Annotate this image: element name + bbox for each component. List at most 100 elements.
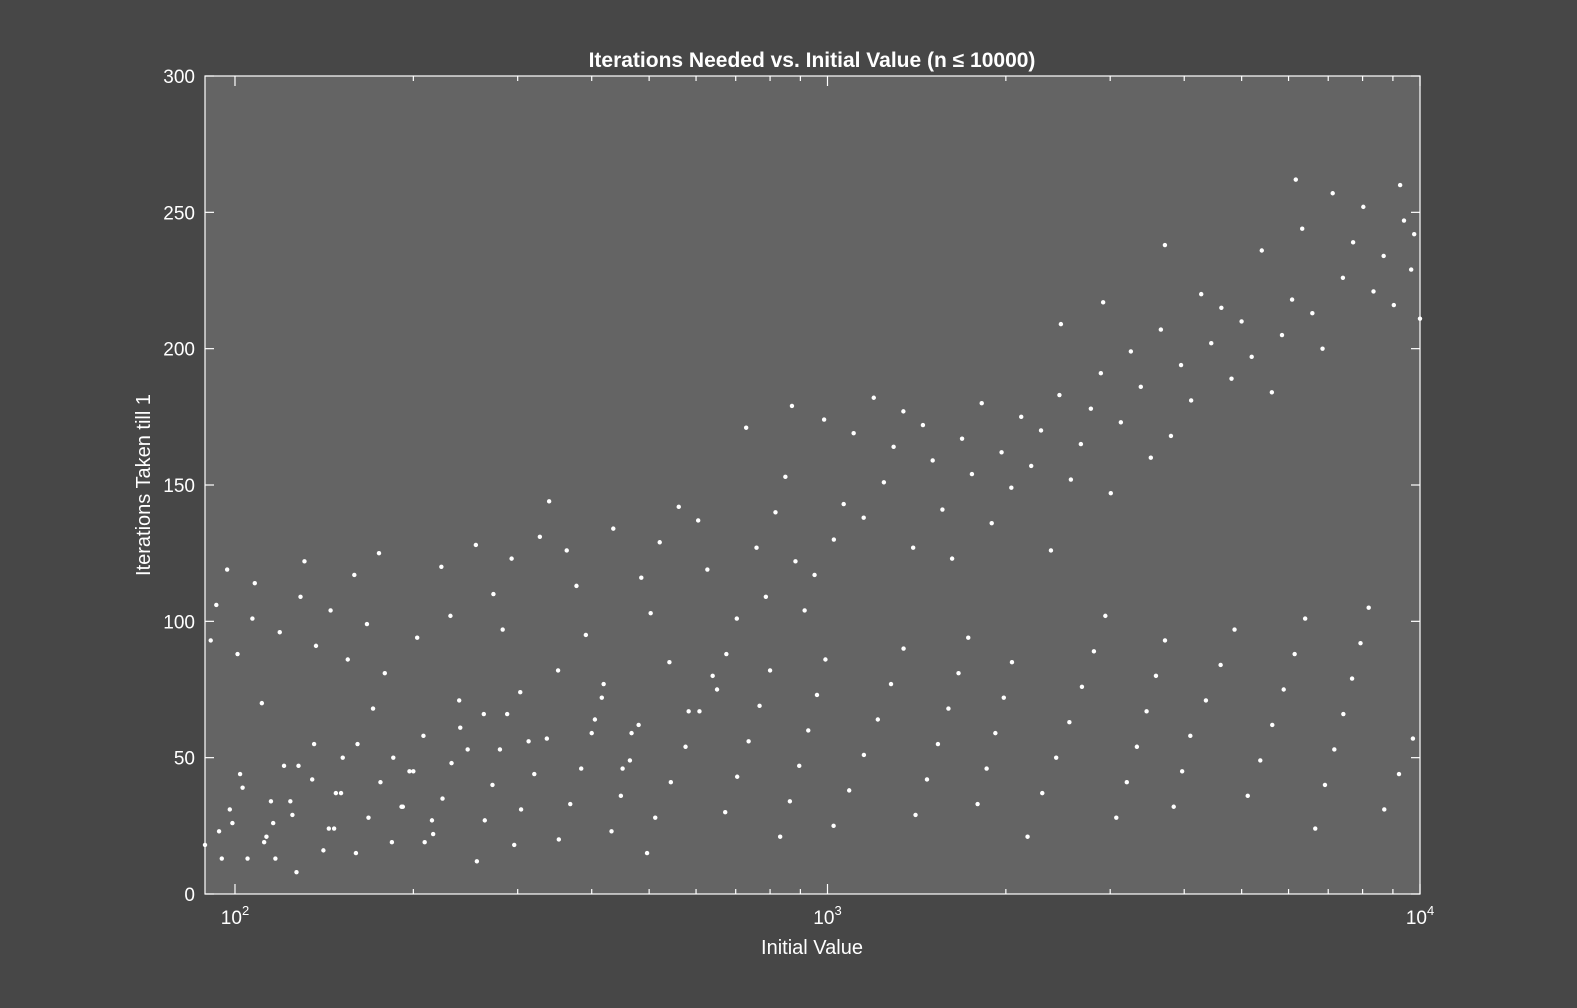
data-point (743, 425, 749, 430)
data-point (230, 820, 235, 826)
data-point (1313, 826, 1318, 831)
data-point (705, 567, 710, 572)
data-point (1199, 291, 1204, 297)
data-point (512, 842, 517, 848)
data-point (1349, 676, 1355, 681)
data-point (440, 796, 445, 801)
data-point (497, 747, 503, 752)
data-point (518, 807, 524, 812)
data-point (564, 548, 569, 553)
data-point (589, 730, 594, 736)
data-point (946, 706, 951, 711)
data-point (574, 583, 579, 589)
data-point (648, 610, 653, 616)
data-point (1279, 332, 1285, 338)
data-point (208, 638, 213, 643)
data-point (1320, 346, 1325, 351)
data-point (556, 837, 562, 842)
data-point (421, 733, 426, 739)
data-point (1269, 390, 1275, 395)
data-point (509, 556, 514, 561)
data-point (328, 608, 333, 613)
data-point (851, 430, 856, 436)
data-point (391, 755, 396, 760)
data-point (888, 681, 894, 687)
data-point (544, 736, 550, 741)
data-point (490, 782, 495, 788)
data-point (1103, 613, 1108, 619)
data-point (814, 692, 820, 698)
data-point (237, 771, 243, 777)
data-point (252, 580, 257, 586)
data-point (537, 534, 543, 540)
data-point (298, 594, 303, 599)
data-point (920, 422, 926, 428)
data-point (1168, 433, 1174, 439)
data-point (697, 709, 702, 714)
data-point (1188, 398, 1194, 403)
data-point (1038, 428, 1044, 433)
data-point (618, 793, 624, 799)
data-point (449, 760, 454, 766)
data-point (1100, 300, 1106, 305)
data-point (1401, 218, 1407, 223)
data-point (1310, 311, 1315, 316)
data-point (430, 831, 436, 837)
data-point (793, 559, 798, 564)
data-point (473, 542, 479, 548)
data-point (787, 799, 793, 804)
data-point (891, 444, 896, 450)
data-point (1361, 204, 1366, 210)
data-point (224, 567, 230, 572)
data-point (321, 848, 326, 853)
y-tick-label: 200 (163, 340, 195, 361)
data-point (1249, 354, 1254, 360)
data-point (823, 657, 828, 662)
data-point (481, 711, 487, 717)
data-point (999, 450, 1004, 455)
data-point (1382, 807, 1387, 812)
data-point (340, 755, 345, 760)
data-point (1391, 302, 1397, 308)
data-point (757, 703, 762, 709)
data-point (429, 818, 435, 823)
data-point (821, 417, 827, 422)
data-point (1098, 371, 1104, 376)
data-point (1259, 248, 1264, 253)
data-point (599, 695, 605, 700)
data-point (353, 850, 359, 856)
data-point (407, 769, 412, 774)
data-point (969, 471, 975, 477)
plot-area (205, 76, 1420, 894)
data-point (378, 780, 383, 785)
data-point (1293, 177, 1298, 182)
data-point (789, 403, 795, 409)
data-point (333, 790, 339, 796)
data-point (1332, 747, 1337, 752)
data-point (568, 801, 573, 807)
data-point (1178, 362, 1184, 368)
y-tick-label: 300 (163, 67, 195, 88)
data-points (202, 177, 1423, 875)
data-point (695, 518, 701, 523)
data-point (1009, 660, 1015, 665)
data-point (846, 788, 852, 793)
data-point (871, 395, 876, 400)
data-point (364, 621, 370, 627)
data-point (326, 826, 332, 831)
data-point (345, 657, 350, 662)
data-point (245, 856, 250, 861)
data-point (504, 711, 510, 717)
data-point (1340, 275, 1346, 280)
data-point (1188, 733, 1193, 739)
data-point (940, 507, 945, 512)
data-point (1001, 695, 1006, 700)
data-point (1179, 769, 1185, 774)
data-point (601, 681, 606, 687)
data-point (1397, 182, 1403, 188)
data-point (310, 777, 315, 782)
data-point (1134, 744, 1140, 749)
data-point (1358, 640, 1363, 646)
data-point (400, 804, 406, 809)
data-point (1229, 376, 1234, 381)
